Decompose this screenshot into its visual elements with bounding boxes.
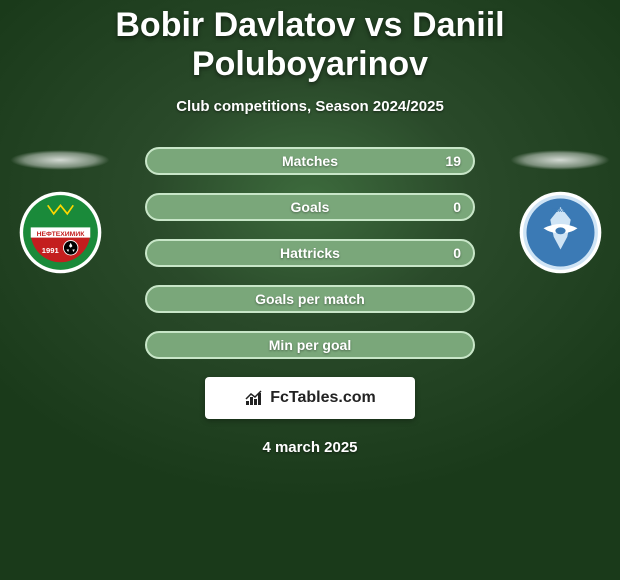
stat-row: Hattricks 0 bbox=[145, 239, 475, 267]
date-label: 4 march 2025 bbox=[0, 439, 620, 456]
stat-row: Goals per match bbox=[145, 285, 475, 313]
svg-text:СОКОЛ: СОКОЛ bbox=[551, 208, 569, 214]
stat-label: Hattricks bbox=[280, 245, 340, 261]
svg-text:1991: 1991 bbox=[42, 246, 60, 255]
subtitle: Club competitions, Season 2024/2025 bbox=[0, 98, 620, 115]
stat-row: Matches 19 bbox=[145, 147, 475, 175]
stat-row: Min per goal bbox=[145, 331, 475, 359]
player-shadow-left bbox=[10, 150, 110, 170]
comparison-area: НЕФТЕХИМИК 1991 СОКОЛ bbox=[0, 135, 620, 456]
svg-text:НЕФТЕХИМИК: НЕФТЕХИМИК bbox=[37, 231, 86, 238]
branding-badge[interactable]: FcTables.com bbox=[205, 377, 415, 419]
chart-icon bbox=[244, 389, 264, 407]
stat-label: Goals bbox=[291, 199, 330, 215]
stat-label: Min per goal bbox=[269, 337, 351, 353]
stat-right-value: 0 bbox=[453, 199, 461, 215]
stat-label: Goals per match bbox=[255, 291, 365, 307]
right-club-crest-icon: СОКОЛ bbox=[518, 190, 603, 275]
stat-right-value: 0 bbox=[453, 245, 461, 261]
brand-text: FcTables.com bbox=[270, 389, 376, 407]
stat-label: Matches bbox=[282, 153, 338, 169]
stat-right-value: 19 bbox=[445, 153, 461, 169]
player-shadow-right bbox=[510, 150, 610, 170]
stats-container: Matches 19 Goals 0 Hattricks 0 Goals per… bbox=[145, 135, 475, 359]
page-title: Bobir Davlatov vs Daniil Poluboyarinov bbox=[0, 0, 620, 84]
stat-row: Goals 0 bbox=[145, 193, 475, 221]
left-club-crest-icon: НЕФТЕХИМИК 1991 bbox=[18, 190, 103, 275]
